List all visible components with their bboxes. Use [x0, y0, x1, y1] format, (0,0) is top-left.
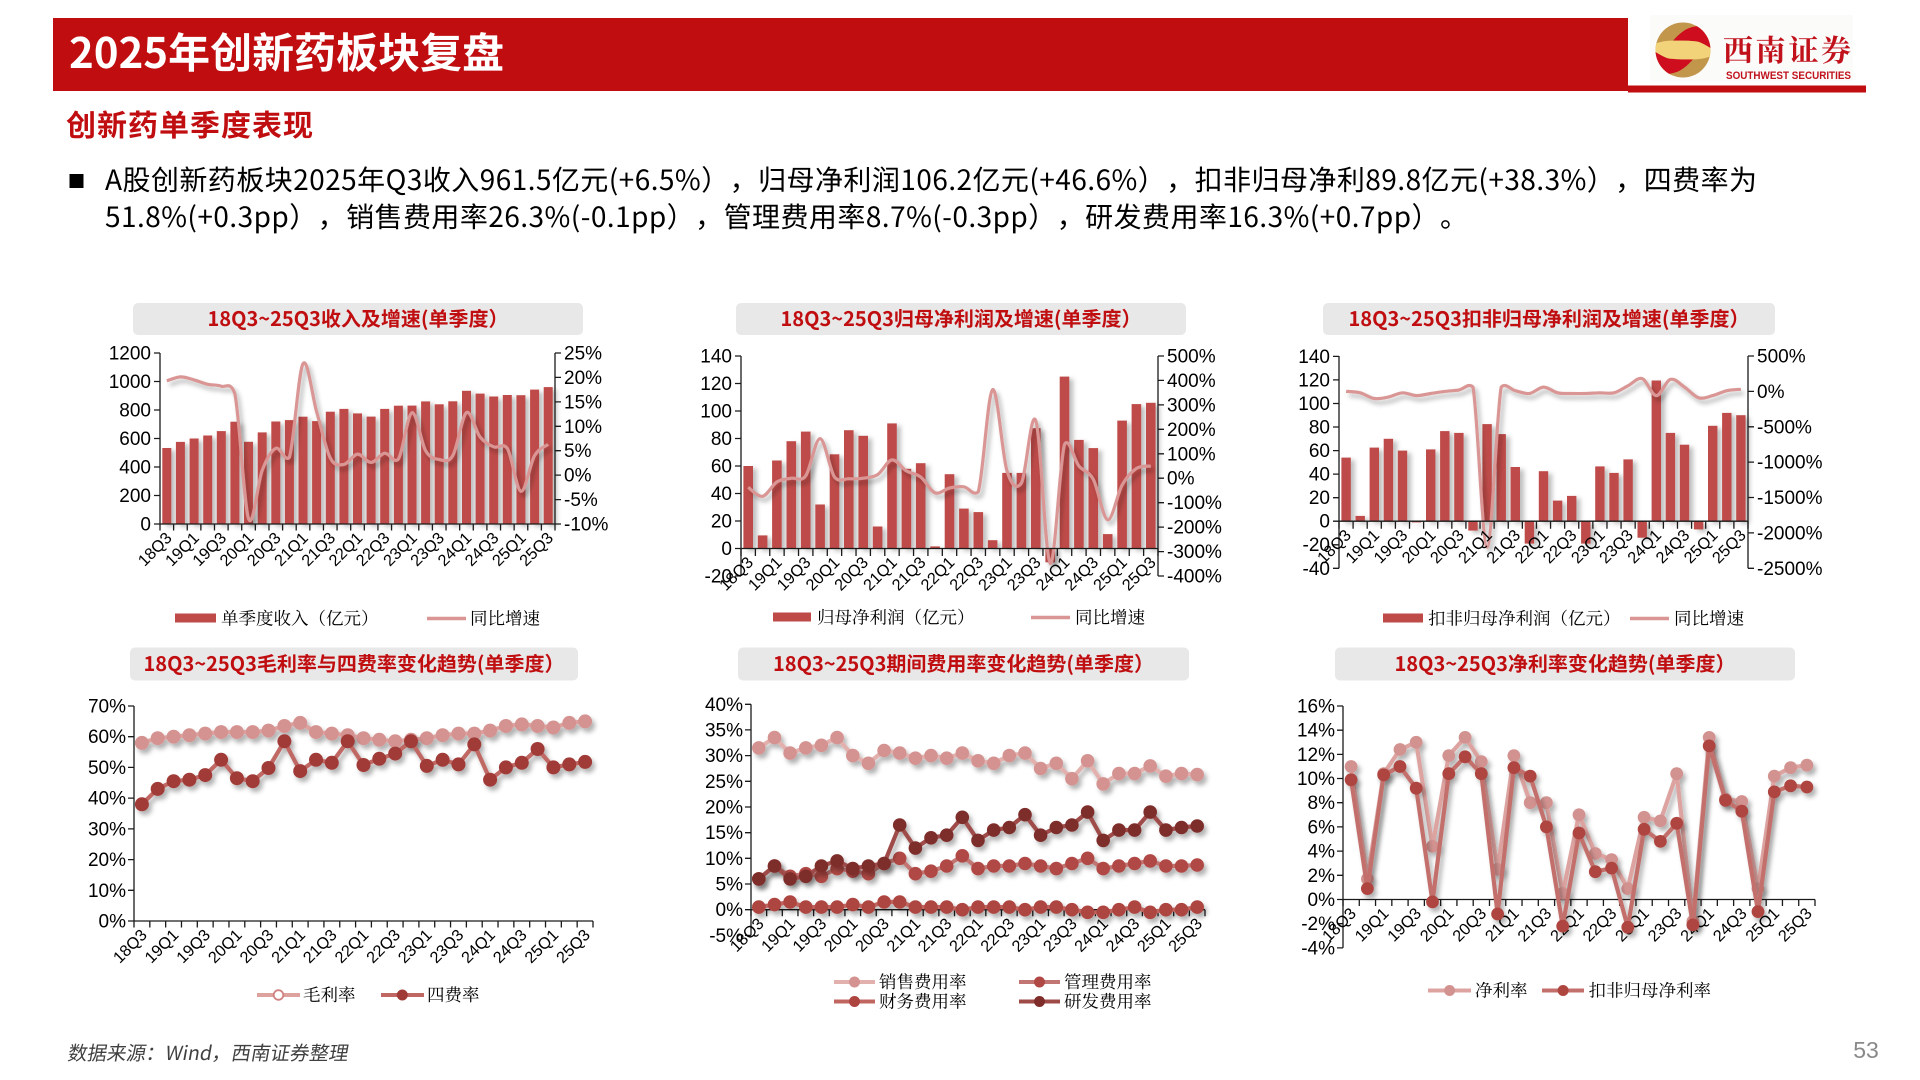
svg-text:0%: 0%: [564, 466, 592, 487]
svg-text:0%: 0%: [1167, 469, 1195, 490]
svg-text:-40: -40: [1303, 559, 1330, 580]
svg-text:8%: 8%: [1308, 793, 1336, 814]
svg-text:140: 140: [1298, 347, 1330, 368]
svg-text:40: 40: [1309, 465, 1330, 486]
svg-text:-500%: -500%: [1757, 417, 1812, 438]
svg-text:400%: 400%: [1167, 371, 1216, 392]
svg-text:200%: 200%: [1167, 420, 1216, 441]
svg-text:16%: 16%: [1297, 697, 1335, 718]
svg-text:6%: 6%: [1308, 817, 1336, 838]
svg-text:10%: 10%: [1297, 769, 1335, 790]
svg-text:20%: 20%: [88, 850, 126, 871]
svg-text:120: 120: [1298, 370, 1330, 391]
svg-text:-10%: -10%: [564, 515, 608, 536]
svg-text:14%: 14%: [1297, 721, 1335, 742]
svg-text:2%: 2%: [1308, 866, 1336, 887]
svg-text:5%: 5%: [716, 875, 744, 896]
svg-text:15%: 15%: [705, 823, 743, 844]
svg-text:40: 40: [711, 484, 732, 505]
svg-text:0: 0: [140, 515, 151, 536]
svg-text:20: 20: [1309, 488, 1330, 509]
svg-text:-2000%: -2000%: [1757, 523, 1823, 544]
svg-text:40%: 40%: [88, 789, 126, 810]
svg-text:SOUTHWEST SECURITIES: SOUTHWEST SECURITIES: [1726, 70, 1851, 82]
svg-text:600: 600: [119, 429, 151, 450]
svg-text:70%: 70%: [88, 697, 126, 718]
svg-text:-1000%: -1000%: [1757, 453, 1823, 474]
svg-text:200: 200: [119, 486, 151, 507]
svg-text:300%: 300%: [1167, 395, 1216, 416]
svg-text:30%: 30%: [88, 819, 126, 840]
svg-text:100: 100: [700, 402, 732, 423]
svg-text:12%: 12%: [1297, 745, 1335, 766]
svg-text:-20: -20: [705, 567, 732, 588]
svg-text:60: 60: [1309, 441, 1330, 462]
svg-text:500%: 500%: [1757, 347, 1806, 368]
svg-text:10%: 10%: [88, 881, 126, 902]
svg-text:120: 120: [700, 374, 732, 395]
svg-text:-1500%: -1500%: [1757, 488, 1823, 509]
svg-text:-300%: -300%: [1167, 542, 1222, 563]
svg-text:0: 0: [1319, 512, 1330, 533]
svg-text:60%: 60%: [88, 727, 126, 748]
svg-text:0%: 0%: [1757, 382, 1785, 403]
svg-text:0%: 0%: [716, 900, 744, 921]
svg-text:140: 140: [700, 347, 732, 368]
svg-text:400: 400: [119, 458, 151, 479]
svg-text:1000: 1000: [109, 372, 151, 393]
svg-text:0: 0: [721, 539, 732, 560]
svg-text:25%: 25%: [564, 344, 602, 365]
svg-text:10%: 10%: [564, 417, 602, 438]
svg-text:20%: 20%: [564, 368, 602, 389]
svg-text:20%: 20%: [705, 798, 743, 819]
svg-text:0%: 0%: [99, 912, 127, 933]
svg-text:80: 80: [1309, 418, 1330, 439]
svg-text:500%: 500%: [1167, 347, 1216, 368]
svg-text:1200: 1200: [109, 344, 151, 365]
svg-text:4%: 4%: [1308, 842, 1336, 863]
svg-text:100: 100: [1298, 394, 1330, 415]
svg-text:-20: -20: [1303, 535, 1330, 556]
svg-text:-4%: -4%: [1301, 938, 1335, 959]
svg-text:40%: 40%: [705, 695, 743, 716]
svg-text:-2500%: -2500%: [1757, 559, 1823, 580]
svg-text:-5%: -5%: [709, 926, 743, 947]
svg-text:15%: 15%: [564, 392, 602, 413]
svg-text:10%: 10%: [705, 849, 743, 870]
svg-text:0%: 0%: [1308, 890, 1336, 911]
svg-text:60: 60: [711, 457, 732, 478]
svg-text:25%: 25%: [705, 772, 743, 793]
svg-text:5%: 5%: [564, 441, 592, 462]
svg-text:-2%: -2%: [1301, 914, 1335, 935]
svg-text:80: 80: [711, 429, 732, 450]
svg-text:-100%: -100%: [1167, 493, 1222, 514]
svg-text:-400%: -400%: [1167, 567, 1222, 588]
svg-text:100%: 100%: [1167, 444, 1216, 465]
svg-text:50%: 50%: [88, 758, 126, 779]
svg-text:30%: 30%: [705, 746, 743, 767]
svg-text:53: 53: [1853, 1037, 1879, 1063]
svg-text:-200%: -200%: [1167, 518, 1222, 539]
svg-text:35%: 35%: [705, 720, 743, 741]
svg-text:20: 20: [711, 512, 732, 533]
svg-text:800: 800: [119, 401, 151, 422]
svg-text:-5%: -5%: [564, 490, 598, 511]
